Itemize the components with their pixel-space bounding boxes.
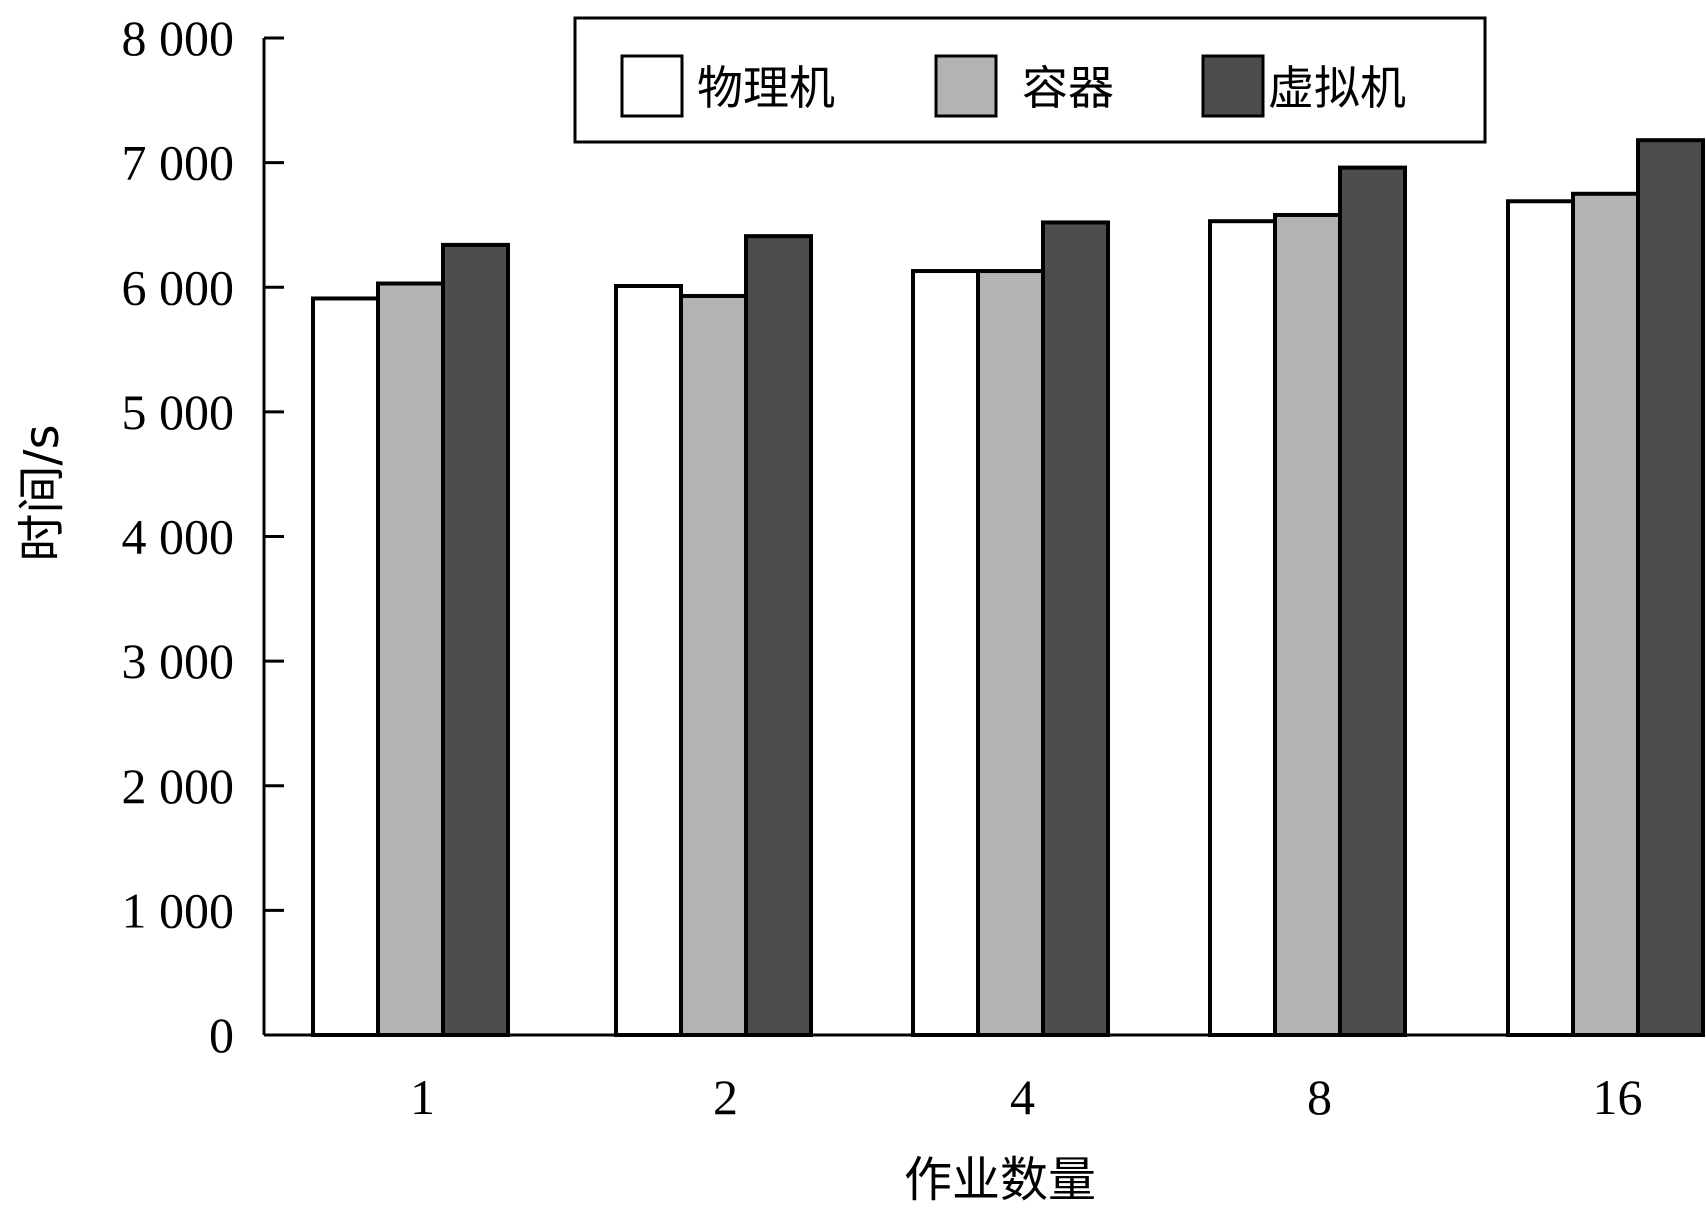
y-tick-label: 4 000: [122, 509, 235, 565]
bar-3-category-4: [1041, 220, 1110, 1037]
legend-label-1: 物理机: [697, 61, 835, 115]
y-tick-label: 3 000: [122, 633, 235, 689]
bar-1-category-2: [614, 284, 683, 1038]
x-tick-label: 4: [1010, 1069, 1035, 1125]
bar-3-category-8: [1338, 165, 1407, 1038]
y-tick-label: 7 000: [122, 135, 235, 191]
bar-3-category-1: [441, 242, 510, 1037]
x-tick-label: 1: [410, 1069, 435, 1125]
x-ticks-group: 1 2 4 8 16: [410, 1069, 1643, 1125]
bar-2-category-16: [1571, 191, 1640, 1037]
legend-swatch-2: [934, 54, 998, 118]
legend-label-3: 虚拟机: [1268, 61, 1406, 115]
y-tick-label: 1 000: [122, 882, 235, 938]
legend-box: [573, 16, 1487, 144]
legend: 物理机 容器 虚拟机: [573, 16, 1487, 144]
legend-swatch-1: [620, 54, 684, 118]
y-ticks-group: 0 1 000 2 000 3 000 4 000 5 000 6 000 7 000 8 00…: [122, 10, 284, 1063]
y-tick-label: 2 000: [122, 758, 235, 814]
y-axis-title: 时间/s: [14, 424, 70, 561]
x-tick-label: 2: [713, 1069, 738, 1125]
legend-label-2: 容器: [1022, 61, 1114, 115]
bar-3-category-2: [744, 234, 813, 1037]
bars-group: [311, 138, 1705, 1038]
y-tick-label: 5 000: [122, 384, 235, 440]
bar-3-category-16: [1636, 138, 1705, 1037]
x-tick-label: 16: [1593, 1069, 1643, 1125]
bar-1-category-4: [911, 269, 980, 1037]
bar-2-category-1: [376, 281, 445, 1038]
bar-2-category-2: [679, 293, 748, 1037]
y-tick-label: 0: [209, 1007, 234, 1063]
legend-swatch-3: [1201, 54, 1265, 118]
bar-1-category-8: [1208, 219, 1277, 1038]
y-tick-label: 8 000: [122, 10, 235, 66]
x-axis-title: 作业数量: [904, 1152, 1096, 1208]
bar-1-category-1: [311, 296, 380, 1037]
x-tick-label: 8: [1307, 1069, 1332, 1125]
bar-2-category-8: [1273, 212, 1342, 1037]
y-tick-label: 6 000: [122, 259, 235, 315]
bar-1-category-16: [1506, 199, 1575, 1038]
bar-2-category-4: [976, 269, 1045, 1037]
